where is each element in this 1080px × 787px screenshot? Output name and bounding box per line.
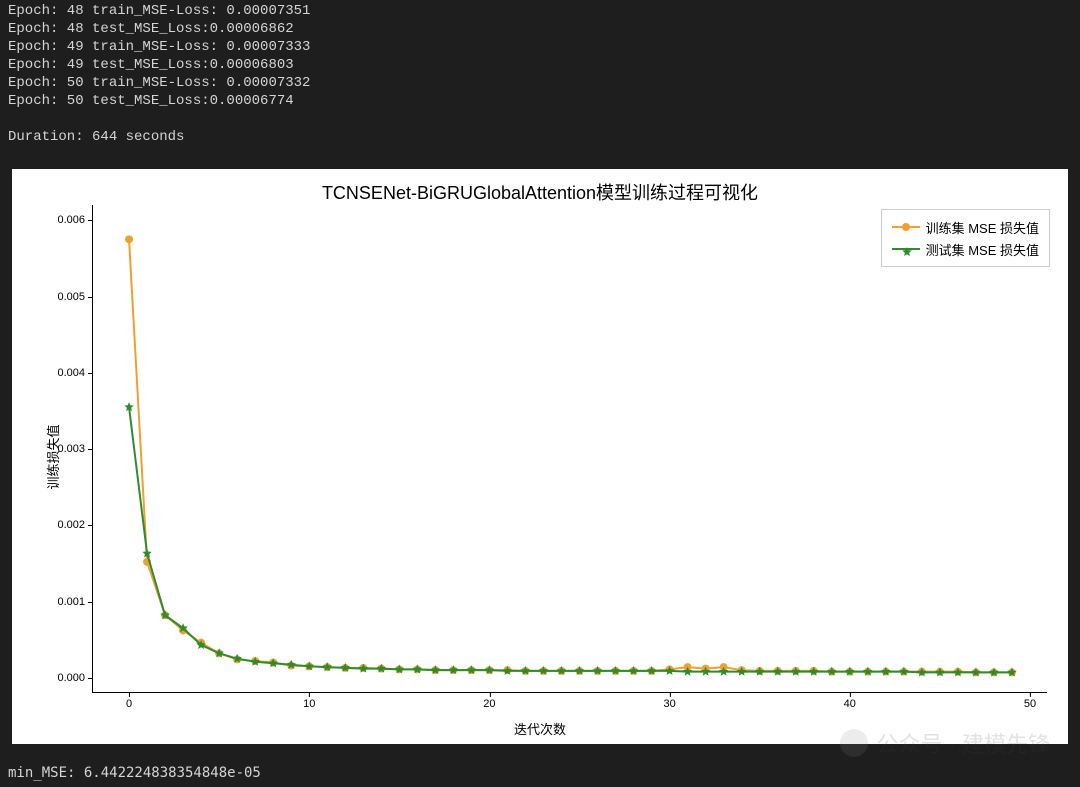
y-tick: 0.003 <box>57 443 93 455</box>
legend: 训练集 MSE 损失值 测试集 MSE 损失值 <box>881 209 1050 267</box>
y-tick: 0.004 <box>57 367 93 379</box>
min-mse-output: min_MSE: 6.442224838354848e-05 <box>8 765 261 781</box>
x-tick: 40 <box>844 692 856 710</box>
x-tick: 50 <box>1024 692 1036 710</box>
legend-item-test: 测试集 MSE 损失值 <box>892 238 1039 260</box>
chart-title: TCNSENet-BiGRUGlobalAttention模型训练过程可视化 <box>12 179 1068 205</box>
plot-svg <box>93 205 1048 693</box>
x-axis-label: 迭代次数 <box>12 719 1068 738</box>
console-output: Epoch: 48 train_MSE-Loss: 0.00007351 Epo… <box>0 0 1080 148</box>
series-line-test <box>129 407 1012 672</box>
legend-label-train: 训练集 MSE 损失值 <box>926 218 1039 237</box>
series-line-train <box>129 239 1012 672</box>
y-tick: 0.002 <box>57 519 93 531</box>
y-tick: 0.006 <box>57 214 93 226</box>
legend-label-test: 测试集 MSE 损失值 <box>926 240 1039 259</box>
y-tick: 0.005 <box>57 291 93 303</box>
plot-area: 0.0000.0010.0020.0030.0040.0050.00601020… <box>92 205 1047 693</box>
x-tick: 0 <box>126 692 132 710</box>
training-chart: TCNSENet-BiGRUGlobalAttention模型训练过程可视化 训… <box>12 169 1068 744</box>
y-axis-label: 训练损失值 <box>43 424 62 489</box>
legend-item-train: 训练集 MSE 损失值 <box>892 216 1039 238</box>
x-tick: 20 <box>483 692 495 710</box>
y-tick: 0.000 <box>57 672 93 684</box>
marker <box>125 235 133 243</box>
y-tick: 0.001 <box>57 596 93 608</box>
legend-swatch-train <box>892 220 920 234</box>
x-tick: 30 <box>663 692 675 710</box>
x-tick: 10 <box>303 692 315 710</box>
legend-swatch-test <box>892 242 920 256</box>
